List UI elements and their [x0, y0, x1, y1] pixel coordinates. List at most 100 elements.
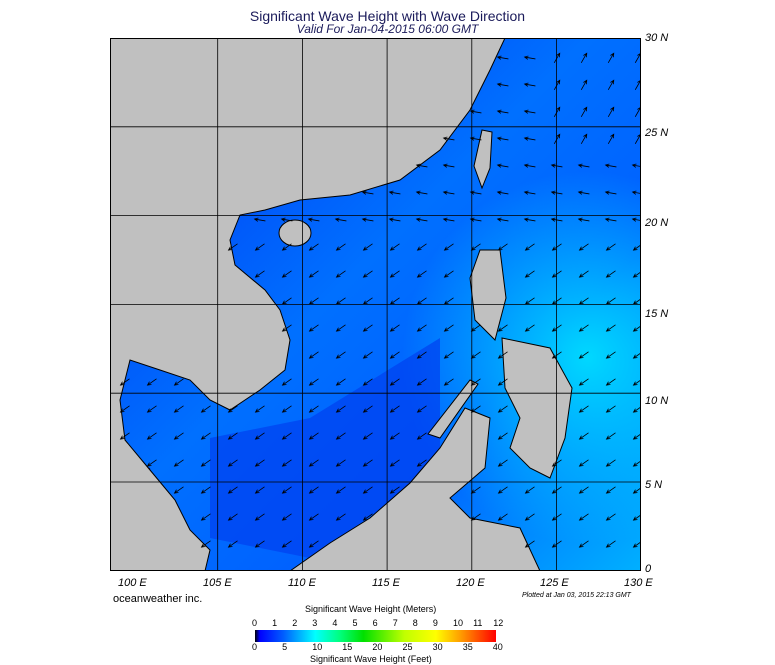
wave-direction-arrow: [362, 432, 373, 440]
colorbar-feet-tick: 10: [312, 642, 323, 652]
lon-label: 120 E: [456, 577, 485, 589]
wave-direction-arrow: [496, 217, 509, 222]
wave-direction-arrow: [335, 351, 346, 359]
wave-direction-arrow: [553, 52, 561, 63]
wave-direction-arrow: [146, 459, 157, 467]
wave-direction-arrow: [605, 432, 616, 440]
wave-direction-arrow: [227, 459, 238, 467]
wave-direction-arrow: [335, 378, 346, 386]
wave-direction-arrow: [607, 133, 615, 144]
wave-direction-arrow: [632, 352, 641, 359]
wave-direction-arrow: [335, 486, 346, 494]
wave-direction-arrow: [632, 271, 641, 278]
wave-direction-arrow: [497, 378, 508, 386]
wave-direction-arrow: [497, 324, 508, 332]
wave-direction-arrow: [308, 297, 319, 305]
wave-direction-arrow: [280, 217, 293, 222]
wave-direction-arrow: [496, 163, 509, 168]
wave-direction-arrow: [578, 459, 589, 467]
lon-label: 125 E: [540, 577, 569, 589]
wave-direction-arrow: [227, 432, 238, 440]
wave-direction-arrow: [200, 405, 211, 413]
wave-direction-arrow: [281, 540, 292, 548]
wave-direction-arrow: [524, 324, 535, 332]
wave-direction-arrow: [416, 432, 427, 440]
wave-direction-arrow: [200, 432, 211, 440]
wave-direction-arrow: [389, 459, 400, 467]
wave-direction-arrow: [416, 351, 427, 359]
lon-label: 130 E: [624, 577, 653, 589]
wave-direction-arrow: [281, 405, 292, 413]
colorbar-feet-tick: 20: [372, 642, 383, 652]
wave-direction-arrow: [577, 217, 590, 222]
wave-direction-arrow: [524, 243, 535, 251]
colorbar-meters-tick: 3: [312, 618, 318, 628]
wave-direction-arrow: [605, 486, 616, 494]
wave-direction-arrow: [416, 459, 427, 467]
colorbar-feet-tick: 35: [462, 642, 473, 652]
wave-direction-arrow: [551, 486, 562, 494]
colorbar-meters-tick: 10: [453, 618, 464, 628]
wave-direction-arrow: [470, 378, 481, 386]
wave-direction-arrow: [227, 243, 238, 251]
colorbar-meters-tick: 6: [372, 618, 378, 628]
wave-direction-arrow: [470, 324, 481, 332]
wave-direction-arrow: [335, 324, 346, 332]
wave-direction-arrow: [551, 513, 562, 521]
wave-direction-arrow: [362, 324, 373, 332]
wave-direction-arrow: [254, 513, 265, 521]
wave-height-map: [110, 38, 641, 571]
wave-direction-arrow: [604, 217, 617, 222]
wave-direction-arrow: [254, 486, 265, 494]
borneo-island: [289, 407, 541, 571]
wave-direction-arrow: [551, 270, 562, 278]
wave-direction-arrow: [604, 190, 617, 195]
wave-direction-arrow: [605, 540, 616, 548]
wave-direction-arrow: [281, 270, 292, 278]
wave-direction-arrow: [553, 79, 561, 90]
wave-direction-arrow: [335, 405, 346, 413]
wave-direction-arrow: [227, 513, 238, 521]
wave-direction-arrow: [578, 351, 589, 359]
wave-direction-arrow: [281, 513, 292, 521]
wave-direction-arrow: [442, 217, 455, 222]
wave-direction-arrow: [254, 243, 265, 251]
wave-direction-arrow: [308, 459, 319, 467]
wave-direction-arrow: [580, 79, 588, 90]
wave-direction-arrow: [146, 432, 157, 440]
wave-direction-arrow: [580, 52, 588, 63]
wave-direction-arrow: [361, 217, 374, 222]
wave-direction-arrow: [497, 459, 508, 467]
wave-direction-arrow: [281, 459, 292, 467]
wave-direction-arrow: [631, 163, 641, 168]
wave-direction-arrow: [631, 190, 641, 195]
wave-direction-arrow: [308, 540, 319, 548]
wave-direction-arrow: [442, 163, 455, 168]
wave-direction-arrow: [416, 297, 427, 305]
wave-direction-arrow: [523, 55, 536, 60]
wave-direction-arrow: [470, 243, 481, 251]
colorbar-feet-tick: 0: [252, 642, 258, 652]
wave-direction-arrow: [578, 378, 589, 386]
colorbar-feet-title: Significant Wave Height (Feet): [310, 654, 432, 664]
wave-direction-arrow: [605, 243, 616, 251]
wave-direction-arrow: [361, 190, 374, 195]
wave-direction-arrow: [281, 378, 292, 386]
wave-direction-arrow: [550, 217, 563, 222]
wave-direction-arrow: [523, 163, 536, 168]
wave-direction-arrow: [254, 405, 265, 413]
wave-direction-arrow: [469, 217, 482, 222]
wave-direction-arrow: [281, 243, 292, 251]
colorbar-feet-tick: 5: [282, 642, 288, 652]
wave-direction-arrow: [415, 163, 428, 168]
wave-direction-arrow: [443, 324, 454, 332]
colorbar-feet-tick: 25: [402, 642, 413, 652]
wave-direction-arrow: [443, 351, 454, 359]
wave-direction-arrow: [442, 190, 455, 195]
wave-direction-arrow: [227, 486, 238, 494]
wave-direction-arrow: [416, 270, 427, 278]
wave-direction-arrow: [605, 459, 616, 467]
brand-text: oceanweather inc.: [113, 593, 203, 605]
colorbar-meters-title: Significant Wave Height (Meters): [305, 604, 437, 614]
wave-direction-arrow: [496, 136, 509, 141]
